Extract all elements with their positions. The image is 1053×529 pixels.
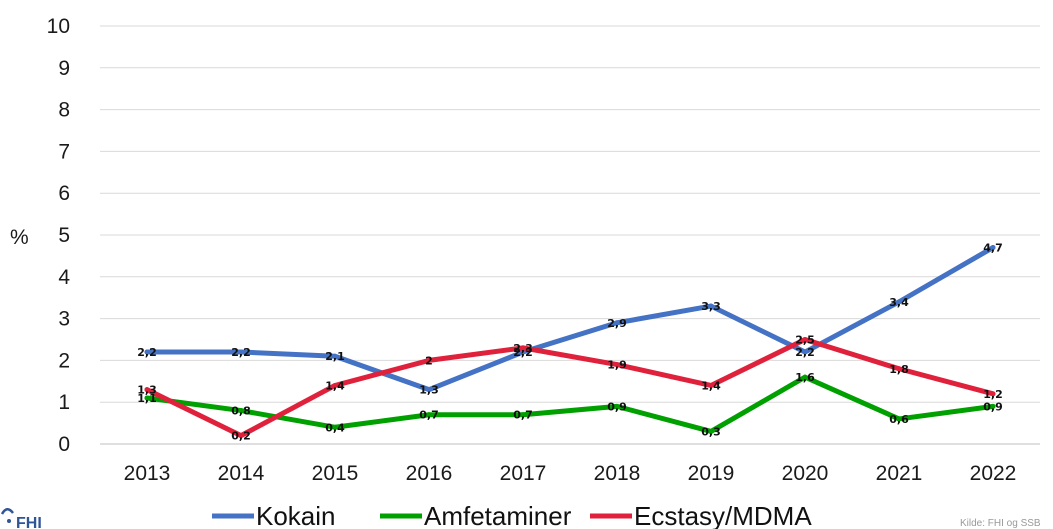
x-tick-label: 2019 [688,462,735,485]
data-point [990,403,996,409]
data-point [708,428,714,434]
series-line [144,374,996,434]
data-point [144,349,150,355]
data-label: 0,7 [419,409,439,422]
data-point [520,412,526,418]
data-point [520,345,526,351]
series-line [144,245,996,393]
data-label: 2,1 [325,350,345,363]
data-point [144,387,150,393]
data-label: 1,3 [419,384,439,397]
data-label: 2,5 [795,334,815,347]
data-point [802,337,808,342]
data-label: 2,2 [795,346,815,359]
data-label: 3,3 [701,300,721,313]
x-tick-label: 2021 [876,462,923,485]
data-label: 0,4 [325,421,345,434]
data-point [802,349,808,355]
x-axis-ticks: 2013 2014 2015 2016 2017 2018 2019 2020 2021 2022 [124,462,1017,485]
data-point [426,412,432,418]
y-tick-label: 1 [58,391,70,414]
data-label: 0,3 [701,425,721,438]
fhi-logo: FHI [0,508,42,529]
data-label: 3,4 [889,296,909,309]
data-label: 1,9 [607,359,627,372]
source-note: Kilde: FHI og SSB [960,518,1041,529]
data-label: 2,2 [231,346,251,359]
data-label: 2,2 [513,346,533,359]
data-point [990,391,996,397]
data-point [238,433,244,439]
legend-label: Ecstasy/MDMA [634,501,812,529]
data-point [802,374,808,380]
data-label: 1,2 [983,388,1003,401]
legend-label: Amfetaminer [424,501,572,529]
data-label: 0,9 [983,400,1003,413]
data-point [238,349,244,355]
logo-mark-icon [0,508,14,523]
y-tick-label: 6 [58,182,70,205]
x-tick-label: 2014 [218,462,265,485]
data-label: 1,6 [795,371,815,384]
grid-lines [100,25,1040,445]
legend-label: Kokain [256,501,336,529]
data-label: 1,4 [325,379,345,392]
data-point [896,416,902,422]
data-point [332,382,338,388]
data-point [426,357,432,363]
y-tick-label: 9 [58,57,70,80]
data-label: 1,4 [701,379,721,392]
data-point [708,382,714,388]
y-tick-label: 10 [47,15,70,38]
data-label: 2,2 [137,346,157,359]
data-point [896,366,902,372]
legend: Kokain Amfetaminer Ecstasy/MDMA [212,501,812,529]
data-label: 0,2 [231,430,251,443]
y-axis-label: % [10,226,29,249]
data-point [332,424,338,430]
data-label: 0,8 [231,405,251,418]
data-label: 1,3 [137,384,157,397]
data-label: 4,7 [983,242,1003,255]
y-tick-label: 2 [58,349,70,372]
y-tick-label: 4 [58,266,70,289]
x-tick-label: 2022 [970,462,1017,485]
data-label: 2,9 [607,317,627,330]
y-tick-label: 5 [58,224,70,247]
x-tick-label: 2017 [500,462,547,485]
series-line [144,337,996,439]
x-tick-label: 2013 [124,462,171,485]
y-tick-label: 3 [58,308,70,331]
x-tick-label: 2020 [782,462,829,485]
data-point [238,408,244,414]
data-label: 2,3 [513,342,533,355]
data-point [708,303,714,309]
data-labels: 2,2 2,2 2,1 1,3 2,2 2,9 3,3 2,2 3,4 4,7 1,1 0,8 0,4 0… [137,242,1003,443]
y-tick-label: 8 [58,99,70,122]
data-point [426,387,432,393]
data-label: 0,9 [607,400,627,413]
data-point [896,299,902,305]
data-label: 0,7 [513,409,533,422]
x-tick-label: 2018 [594,462,641,485]
x-tick-label: 2016 [406,462,453,485]
data-point [614,320,620,326]
data-point [614,403,620,409]
y-axis-ticks: 0 1 2 3 4 5 6 7 8 9 10 [47,15,71,456]
data-point [990,245,996,251]
y-tick-label: 7 [58,140,70,163]
data-point [332,353,338,359]
data-label: 1,1 [137,392,157,405]
data-label: 0,6 [889,413,909,426]
data-point [520,349,526,355]
data-label: 2 [425,354,433,367]
data-point [144,395,150,401]
x-tick-label: 2015 [312,462,359,485]
data-point [614,362,620,368]
logo-text: FHI [16,515,42,529]
series-lines [144,245,996,439]
y-tick-label: 0 [58,433,70,456]
data-label: 1,8 [889,363,909,376]
